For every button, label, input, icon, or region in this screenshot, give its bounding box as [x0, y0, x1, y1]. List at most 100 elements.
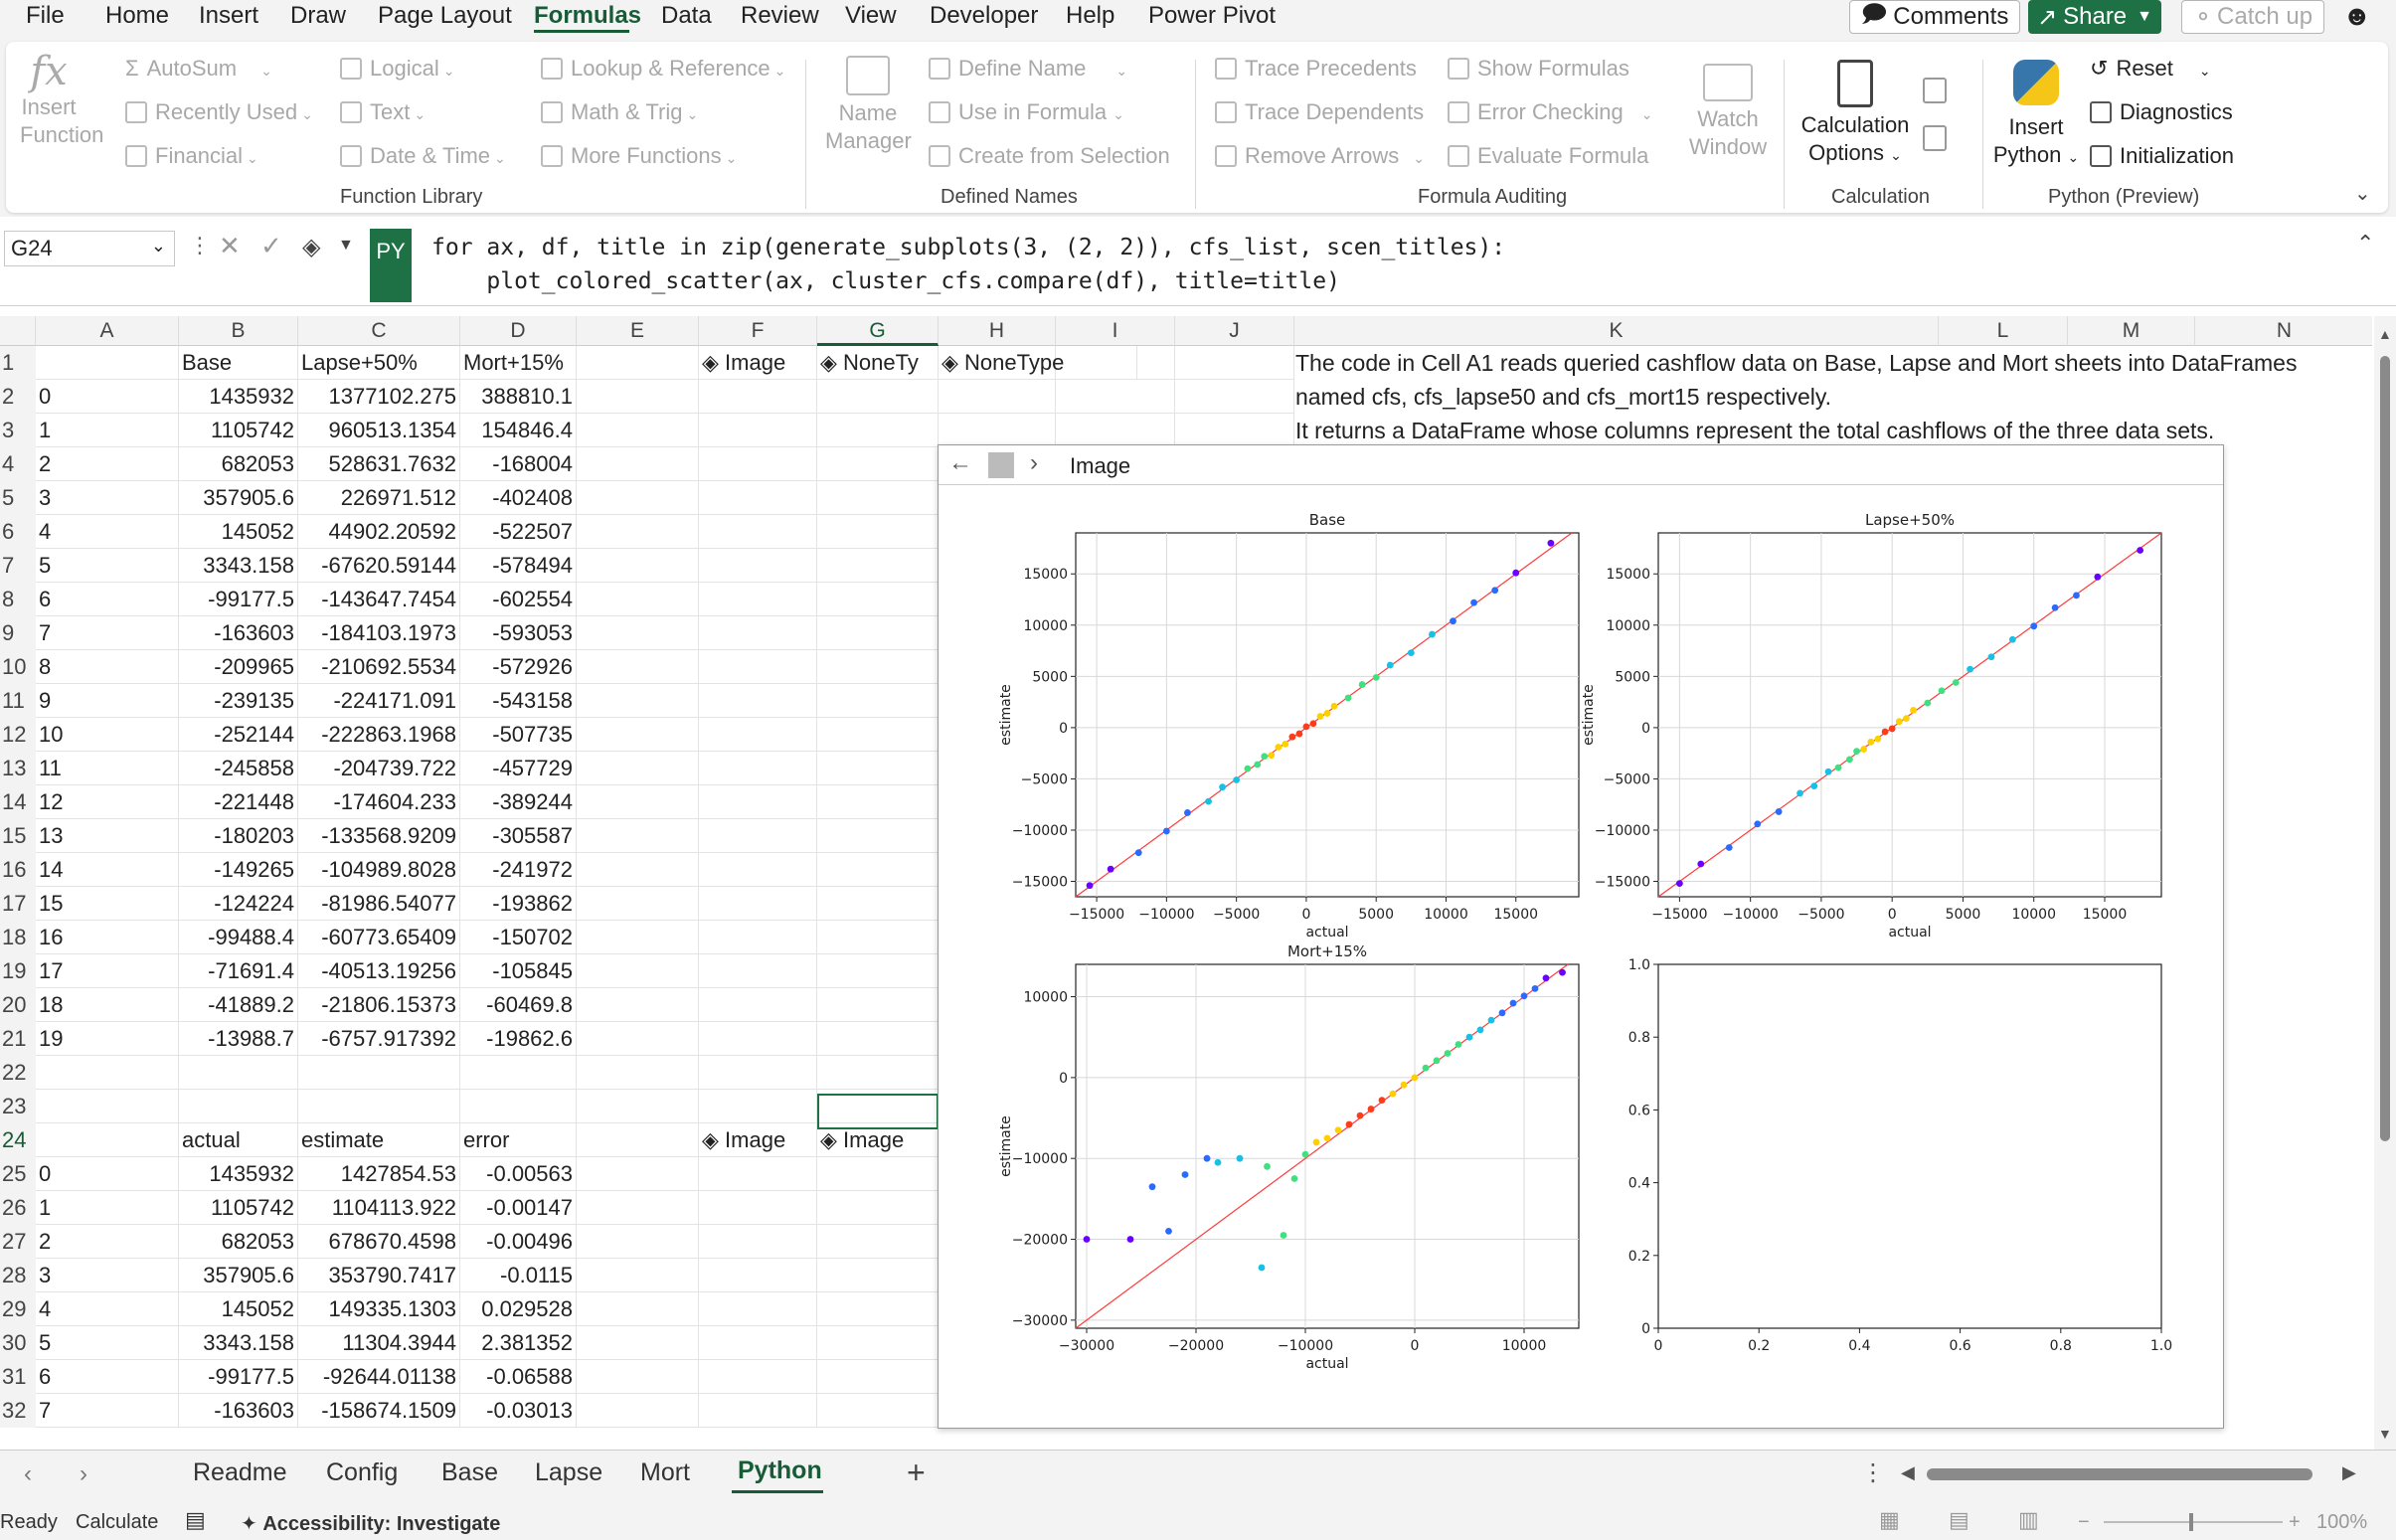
row-header[interactable]: 25 — [0, 1157, 36, 1191]
empty-cell[interactable] — [577, 583, 699, 616]
empty-cell[interactable] — [699, 1056, 817, 1090]
table-cell[interactable]: 388810.1 — [460, 380, 577, 414]
menu-help[interactable]: Help — [1066, 2, 1115, 29]
table-cell[interactable]: -578494 — [460, 549, 577, 583]
empty-cell[interactable] — [577, 650, 699, 684]
row-header[interactable]: 6 — [0, 515, 36, 549]
empty-cell[interactable] — [577, 752, 699, 785]
empty-cell[interactable] — [817, 887, 939, 921]
empty-cell[interactable] — [817, 414, 939, 447]
python-output-icon[interactable]: ◈ — [302, 234, 321, 260]
table-cell[interactable]: 17 — [36, 954, 179, 988]
diagnostics-button[interactable]: Diagnostics — [2090, 99, 2233, 125]
empty-cell[interactable] — [699, 954, 817, 988]
logical-button[interactable]: Logical ⌄ — [340, 56, 454, 82]
empty-cell[interactable] — [817, 1326, 939, 1360]
empty-cell[interactable] — [817, 1225, 939, 1259]
empty-cell[interactable] — [577, 1191, 699, 1225]
table-cell[interactable]: -105845 — [460, 954, 577, 988]
empty-cell[interactable] — [577, 414, 699, 447]
table-cell[interactable]: -252144 — [179, 718, 298, 752]
table-cell[interactable]: 1427854.53 — [298, 1157, 460, 1191]
column-header[interactable]: J — [1175, 316, 1294, 346]
empty-cell[interactable] — [699, 1360, 817, 1394]
empty-cell[interactable] — [699, 718, 817, 752]
table-cell[interactable]: -92644.01138 — [298, 1360, 460, 1394]
table-cell[interactable]: 682053 — [179, 1225, 298, 1259]
menu-view[interactable]: View — [845, 2, 897, 29]
hscroll-right-icon[interactable]: ▶ — [2342, 1462, 2356, 1482]
row-header[interactable]: 4 — [0, 447, 36, 481]
empty-cell[interactable] — [460, 1056, 577, 1090]
empty-cell[interactable] — [699, 1191, 817, 1225]
sheet-tab-base[interactable]: Base — [441, 1458, 498, 1486]
table-cell[interactable]: 145052 — [179, 515, 298, 549]
table-cell[interactable]: 7 — [36, 616, 179, 650]
table-cell[interactable]: -40513.19256 — [298, 954, 460, 988]
table-header-cell[interactable]: error — [460, 1123, 577, 1157]
calculate-now-icon[interactable] — [1923, 78, 1947, 103]
table-cell[interactable]: -457729 — [460, 752, 577, 785]
name-manager-button[interactable]: Name Manager — [825, 56, 912, 155]
insert-python-button[interactable]: Insert Python ⌄ — [1990, 60, 2082, 171]
table-cell[interactable]: 6 — [36, 1360, 179, 1394]
empty-cell[interactable] — [817, 515, 939, 549]
table-cell[interactable]: 2 — [36, 1225, 179, 1259]
text-button[interactable]: Text ⌄ — [340, 99, 426, 125]
row-header[interactable]: 20 — [0, 988, 36, 1022]
select-all-corner[interactable] — [0, 316, 36, 346]
column-header[interactable]: F — [699, 316, 817, 346]
page-break-view-icon[interactable]: ▥ — [2018, 1507, 2039, 1532]
empty-cell[interactable] — [577, 954, 699, 988]
empty-cell[interactable] — [179, 1056, 298, 1090]
table-cell[interactable]: -124224 — [179, 887, 298, 921]
empty-cell[interactable] — [817, 785, 939, 819]
empty-cell[interactable] — [699, 549, 817, 583]
table-cell[interactable]: 3 — [36, 1259, 179, 1292]
table-cell[interactable]: 357905.6 — [179, 1259, 298, 1292]
empty-cell[interactable] — [699, 1394, 817, 1428]
row-header[interactable]: 5 — [0, 481, 36, 515]
row-header[interactable]: 1 — [0, 346, 36, 380]
row-header[interactable]: 19 — [0, 954, 36, 988]
empty-cell[interactable] — [817, 650, 939, 684]
empty-cell[interactable] — [577, 346, 699, 380]
table-cell[interactable]: 1435932 — [179, 380, 298, 414]
empty-cell[interactable] — [939, 414, 1056, 447]
table-cell[interactable]: 14 — [36, 853, 179, 887]
table-cell[interactable]: 1 — [36, 1191, 179, 1225]
name-box[interactable]: G24 ⌄ — [4, 231, 175, 266]
table-cell[interactable]: 0 — [36, 380, 179, 414]
empty-cell[interactable] — [577, 1259, 699, 1292]
row-header[interactable]: 26 — [0, 1191, 36, 1225]
table-cell[interactable]: -67620.59144 — [298, 549, 460, 583]
table-cell[interactable]: -305587 — [460, 819, 577, 853]
trace-dependents-button[interactable]: Trace Dependents — [1215, 99, 1424, 125]
empty-cell[interactable] — [817, 447, 939, 481]
row-header[interactable]: 11 — [0, 684, 36, 718]
empty-cell[interactable] — [577, 1360, 699, 1394]
empty-cell[interactable] — [577, 887, 699, 921]
table-cell[interactable]: -104989.8028 — [298, 853, 460, 887]
empty-cell[interactable] — [699, 1157, 817, 1191]
table-cell[interactable]: -21806.15373 — [298, 988, 460, 1022]
table-cell[interactable]: -245858 — [179, 752, 298, 785]
vertical-scrollbar-track[interactable]: ▲ ▼ — [2374, 316, 2396, 1450]
vertical-scroll-thumb[interactable] — [2380, 356, 2390, 1141]
use-in-formula-button[interactable]: Use in Formula ⌄ — [929, 99, 1124, 125]
empty-cell[interactable] — [699, 414, 817, 447]
empty-cell[interactable] — [817, 819, 939, 853]
table-cell[interactable]: 1377102.275 — [298, 380, 460, 414]
row-header[interactable]: 17 — [0, 887, 36, 921]
empty-cell[interactable] — [577, 819, 699, 853]
empty-cell[interactable] — [699, 447, 817, 481]
table-cell[interactable]: -168004 — [460, 447, 577, 481]
empty-cell[interactable] — [817, 1056, 939, 1090]
empty-cell[interactable] — [577, 1394, 699, 1428]
empty-cell[interactable] — [699, 380, 817, 414]
collapse-ribbon-icon[interactable]: ⌄ — [2354, 183, 2371, 205]
empty-cell[interactable] — [699, 1292, 817, 1326]
empty-cell[interactable] — [699, 650, 817, 684]
table-cell[interactable]: 5 — [36, 549, 179, 583]
